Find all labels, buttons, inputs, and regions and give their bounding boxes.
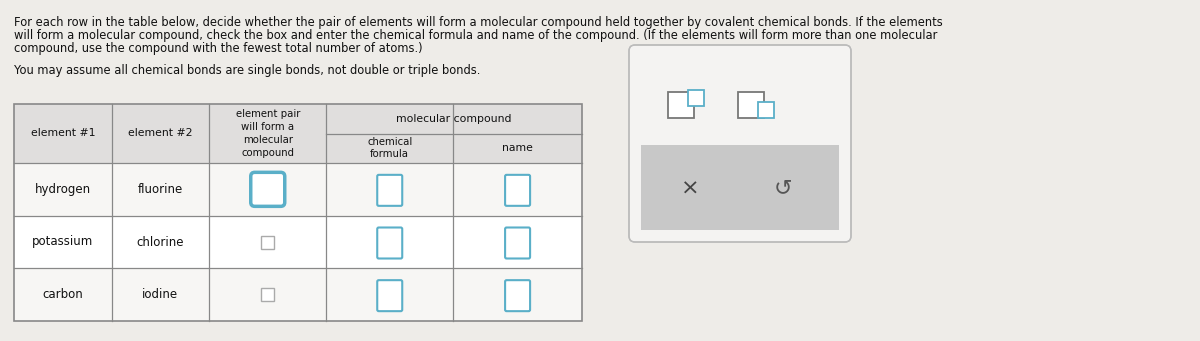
Text: chemical
formula: chemical formula [367,137,413,159]
Text: ↺: ↺ [774,179,792,198]
Bar [738,92,764,118]
FancyBboxPatch shape [251,172,284,206]
Bar [688,90,704,106]
Bar [14,104,582,163]
Text: carbon: carbon [42,288,83,301]
Text: iodine: iodine [143,288,179,301]
Text: fluorine: fluorine [138,183,184,196]
FancyBboxPatch shape [377,227,402,258]
Bar [14,104,582,321]
Text: ×: × [680,179,700,198]
FancyBboxPatch shape [629,45,851,242]
FancyBboxPatch shape [505,175,530,206]
Text: For each row in the table below, decide whether the pair of elements will form a: For each row in the table below, decide … [14,16,943,29]
Bar [262,288,275,301]
FancyBboxPatch shape [505,280,530,311]
Bar [14,216,582,268]
Text: name: name [502,143,533,153]
Text: element #1: element #1 [30,129,95,138]
Text: compound, use the compound with the fewest total number of atoms.): compound, use the compound with the fewe… [14,42,422,55]
Bar [668,92,694,118]
Text: element #2: element #2 [128,129,193,138]
Bar [641,145,839,230]
Bar [262,236,275,249]
Text: chlorine: chlorine [137,236,184,249]
Bar [14,268,582,321]
Text: element pair
will form a
molecular
compound: element pair will form a molecular compo… [235,109,300,158]
Text: will form a molecular compound, check the box and enter the chemical formula and: will form a molecular compound, check th… [14,29,937,42]
Text: hydrogen: hydrogen [35,183,91,196]
Bar [14,163,582,216]
Bar [14,104,582,321]
Text: potassium: potassium [32,236,94,249]
Bar [758,102,774,118]
Text: molecular compound: molecular compound [396,114,512,124]
Text: You may assume all chemical bonds are single bonds, not double or triple bonds.: You may assume all chemical bonds are si… [14,64,480,77]
FancyBboxPatch shape [377,280,402,311]
FancyBboxPatch shape [505,227,530,258]
FancyBboxPatch shape [377,175,402,206]
